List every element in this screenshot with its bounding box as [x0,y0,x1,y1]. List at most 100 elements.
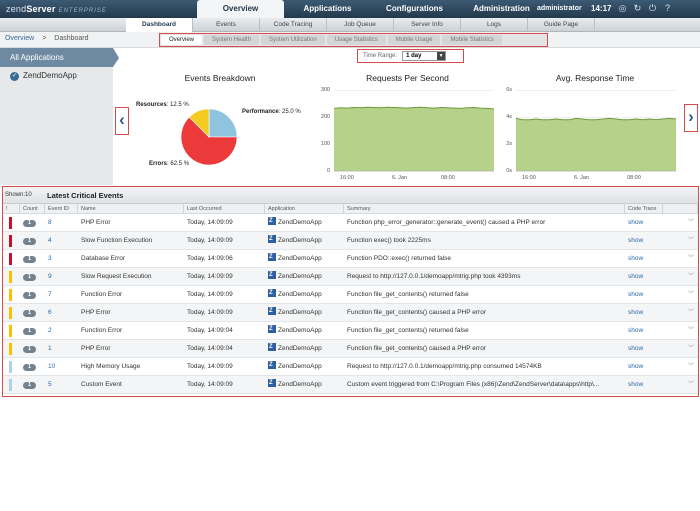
table-row[interactable]: 1 10 High Memory Usage Today, 14:09:09 ZendD… [3,358,698,376]
code-trace-show-link[interactable]: show [628,255,644,262]
area-series-line[interactable] [516,117,677,121]
carousel-prev-button[interactable]: ‹ [115,107,129,135]
count-cell: 1 [20,322,45,339]
col-last-occurred[interactable]: Last Occurred [184,204,265,213]
pie-slice-errors[interactable] [181,116,238,166]
time-range-select[interactable]: 1 day ▼ [402,51,447,61]
table-row[interactable]: 1 6 PHP Error Today, 14:09:09 ZendDemoAppFun… [3,304,698,322]
code-trace-show-link[interactable]: show [628,273,644,280]
zend-app-icon [268,214,276,230]
tab-system-health[interactable]: System Health [204,35,260,45]
expand-row-icon[interactable]: ︾ [687,274,694,280]
col-application[interactable]: Application [265,204,344,213]
event-id-link[interactable]: 5 [48,381,52,388]
event-name: Function Error [81,291,123,298]
col-name[interactable]: Name [78,204,184,213]
event-summary: Function file_get_contents() returned fa… [347,291,469,298]
tab-usage-statistics[interactable]: Usage Statistics [326,35,386,45]
help-icon[interactable]: ? [664,3,670,13]
user-menu[interactable]: administrator [537,5,582,12]
notifications-icon[interactable]: ◎ [618,3,627,13]
event-id-link[interactable]: 6 [48,309,52,316]
zend-server-logo[interactable]: zendServer ENTERPRISE [6,4,107,14]
code-trace-show-link[interactable]: show [628,345,644,352]
breadcrumb-overview[interactable]: Overview [5,35,35,42]
event-application: ZendDemoApp [265,304,344,321]
subnav-server-info[interactable]: Server Info [394,18,461,32]
expand-row-icon[interactable]: ︾ [687,238,694,244]
main-nav: Overview Applications Configurations Adm… [197,0,545,18]
main-nav-configurations[interactable]: Configurations [386,4,443,13]
sidebar-item-zenddemoapp[interactable]: ✓ ZendDemoApp [0,67,113,85]
expand-row-icon[interactable]: ︾ [687,382,694,388]
event-id-link[interactable]: 3 [48,255,52,262]
subnav-job-queue[interactable]: Job Queue [327,18,394,32]
severity-cell [3,232,20,249]
logout-icon[interactable]: ⏻ [648,3,657,13]
event-last-occurred: Today, 14:09:09 [187,237,233,244]
event-id-link[interactable]: 8 [48,219,52,226]
subnav-code-tracing[interactable]: Code Tracing [260,18,327,32]
subnav-events[interactable]: Events [193,18,260,32]
count-badge: 1 [23,346,36,353]
col-summary[interactable]: Summary [344,204,625,213]
table-row[interactable]: 1 4 Slow Function Execution Today, 14:09:09… [3,232,698,250]
count-badge: 1 [23,220,36,227]
col-event-id[interactable]: Event ID [45,204,78,213]
table-row[interactable]: 1 5 Custom Event Today, 14:09:09 ZendDemoApp… [3,376,698,394]
pie-slice-performance[interactable] [208,108,238,138]
code-trace-show-link[interactable]: show [628,291,644,298]
table-row[interactable]: 1 9 Slow Request Execution Today, 14:09:09 Z… [3,268,698,286]
subnav-logs[interactable]: Logs [461,18,528,32]
code-trace-show-link[interactable]: show [628,237,644,244]
event-id-link[interactable]: 7 [48,291,52,298]
event-id-link[interactable]: 9 [48,273,52,280]
event-id-link[interactable]: 2 [48,327,52,334]
expand-row-icon[interactable]: ︾ [687,292,694,298]
expand-row-icon[interactable]: ︾ [687,310,694,316]
subnav-guide-page[interactable]: Guide Page [528,18,595,32]
sidebar-all-applications[interactable]: All Applications [0,48,119,67]
restart-icon[interactable]: ↻ [633,3,642,13]
tab-system-utilization[interactable]: System Utilization [261,35,325,45]
expand-row-icon[interactable]: ︾ [687,364,694,370]
code-trace-show-link[interactable]: show [628,381,644,388]
code-trace-show-link[interactable]: show [628,219,644,226]
event-id-link[interactable]: 1 [48,345,52,352]
pie-slice-resources[interactable] [188,108,210,138]
latest-critical-events-panel: Shown:10 Latest Critical Events ! Count … [2,186,699,397]
event-summary: Function exec() took 2225ms [347,237,431,244]
main-nav-overview[interactable]: Overview [197,0,284,18]
subnav-dashboard[interactable]: Dashboard [126,18,193,32]
breadcrumb-current: Dashboard [54,35,89,42]
tab-overview[interactable]: Overview [161,35,203,45]
event-name: Database Error [81,255,126,262]
main-nav-applications[interactable]: Applications [303,4,352,13]
table-row[interactable]: 1 3 Database Error Today, 14:09:06 ZendDemoA… [3,250,698,268]
col-severity[interactable]: ! [3,204,20,213]
expand-row-icon[interactable]: ︾ [687,256,694,262]
code-trace-show-link[interactable]: show [628,327,644,334]
event-name: PHP Error [81,345,111,352]
carousel-next-button[interactable]: › [684,104,698,132]
table-row[interactable]: 1 1 PHP Error Today, 14:09:04 ZendDemoAppFun… [3,340,698,358]
expand-row-icon[interactable]: ︾ [687,346,694,352]
event-name: Function Error [81,327,123,334]
tab-mobile-statistics[interactable]: Mobile Statistics [442,35,502,45]
zend-app-icon [268,250,276,266]
y-tick-label: 200 [320,114,330,120]
expand-row-icon[interactable]: ︾ [687,220,694,226]
code-trace-show-link[interactable]: show [628,309,644,316]
col-code-trace[interactable]: Code Trace [625,204,663,213]
table-row[interactable]: 1 8 PHP Error Today, 14:09:09 ZendDemoAppFun… [3,214,698,232]
table-row[interactable]: 1 2 Function Error Today, 14:09:04 ZendDemoA… [3,322,698,340]
event-id-link[interactable]: 4 [48,237,52,244]
main-nav-administration[interactable]: Administration [473,4,530,13]
table-row[interactable]: 1 7 Function Error Today, 14:09:09 ZendDemoA… [3,286,698,304]
event-id-link[interactable]: 10 [48,363,56,370]
area-series-line[interactable] [334,106,495,110]
expand-row-icon[interactable]: ︾ [687,328,694,334]
tab-mobile-usage[interactable]: Mobile Usage [387,35,441,45]
col-count[interactable]: Count [20,204,45,213]
code-trace-show-link[interactable]: show [628,363,644,370]
